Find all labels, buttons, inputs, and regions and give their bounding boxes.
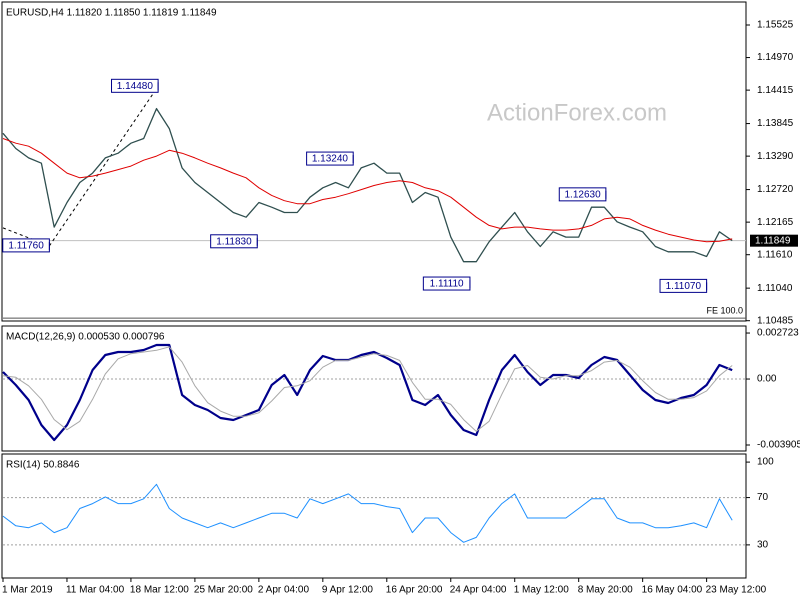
x-tick-label: 1 May 12:00 <box>514 585 569 596</box>
y-tick-label: 1.12165 <box>757 217 794 228</box>
y-tick-label: 1.11040 <box>757 283 793 294</box>
panel-frame <box>1 453 747 579</box>
y-tick-label: 1.13845 <box>757 118 794 129</box>
y-tick-label: 0.00 <box>757 374 777 385</box>
y-tick-label: 1.11610 <box>757 249 793 260</box>
y-tick-label: 70 <box>757 492 769 503</box>
panel-frame <box>1 1 747 322</box>
annotation-label: 1.13240 <box>312 154 349 165</box>
x-tick-label: 24 Apr 04:00 <box>450 585 507 596</box>
y-tick-label: -0.003905 <box>757 440 800 451</box>
y-tick-label: 1.12720 <box>757 184 794 195</box>
y-tick-label: 0.002723 <box>757 328 799 339</box>
x-tick-label: 16 May 04:00 <box>642 585 703 596</box>
x-tick-label: 18 Mar 12:00 <box>130 585 189 596</box>
x-tick-label: 8 May 20:00 <box>578 585 633 596</box>
annotation-label: 1.11760 <box>8 241 44 252</box>
series-line <box>2 107 733 263</box>
x-tick-label: 25 Mar 20:00 <box>194 585 253 596</box>
series-line <box>2 483 733 543</box>
annotation-label: 1.11070 <box>666 281 702 292</box>
y-tick-label: 100 <box>757 457 774 468</box>
series-line <box>2 138 733 243</box>
x-tick-label: 11 Mar 04:00 <box>66 585 125 596</box>
y-tick-label: 1.15525 <box>757 20 794 31</box>
panel-title: RSI(14) 50.8846 <box>6 460 80 471</box>
x-tick-label: 9 Apr 12:00 <box>322 585 374 596</box>
x-tick-label: 2 Apr 04:00 <box>258 585 310 596</box>
panel-frame <box>1 325 747 452</box>
series-line <box>2 346 733 432</box>
y-tick-label: 1.14415 <box>757 85 794 96</box>
x-tick-label: 23 May 12:00 <box>706 585 767 596</box>
series-line <box>2 343 733 442</box>
annotation-label: 1.11830 <box>216 236 252 247</box>
x-tick-label: 16 Apr 20:00 <box>386 585 443 596</box>
y-tick-label: 1.13290 <box>757 151 794 162</box>
trend-line <box>2 227 50 247</box>
annotation-label: 1.11110 <box>430 279 464 290</box>
trend-line <box>48 86 159 247</box>
y-tick-label: 1.10485 <box>757 315 794 326</box>
x-tick-label: 1 Mar 2019 <box>2 585 53 596</box>
annotation-label: 1.14480 <box>117 81 154 92</box>
fe-label: FE 100.0 <box>706 305 743 315</box>
y-tick-label: 1.14970 <box>757 52 794 63</box>
panel-title: EURUSD,H4 1.11820 1.11850 1.11819 1.1184… <box>6 8 217 19</box>
price-tag-label: 1.11849 <box>755 235 791 246</box>
panel-title: MACD(12,26,9) 0.000530 0.000796 <box>6 332 165 343</box>
watermark: ActionForex.com <box>487 99 667 126</box>
y-tick-label: 30 <box>757 540 769 551</box>
annotation-label: 1.12630 <box>564 189 601 200</box>
price-tag <box>750 234 798 247</box>
